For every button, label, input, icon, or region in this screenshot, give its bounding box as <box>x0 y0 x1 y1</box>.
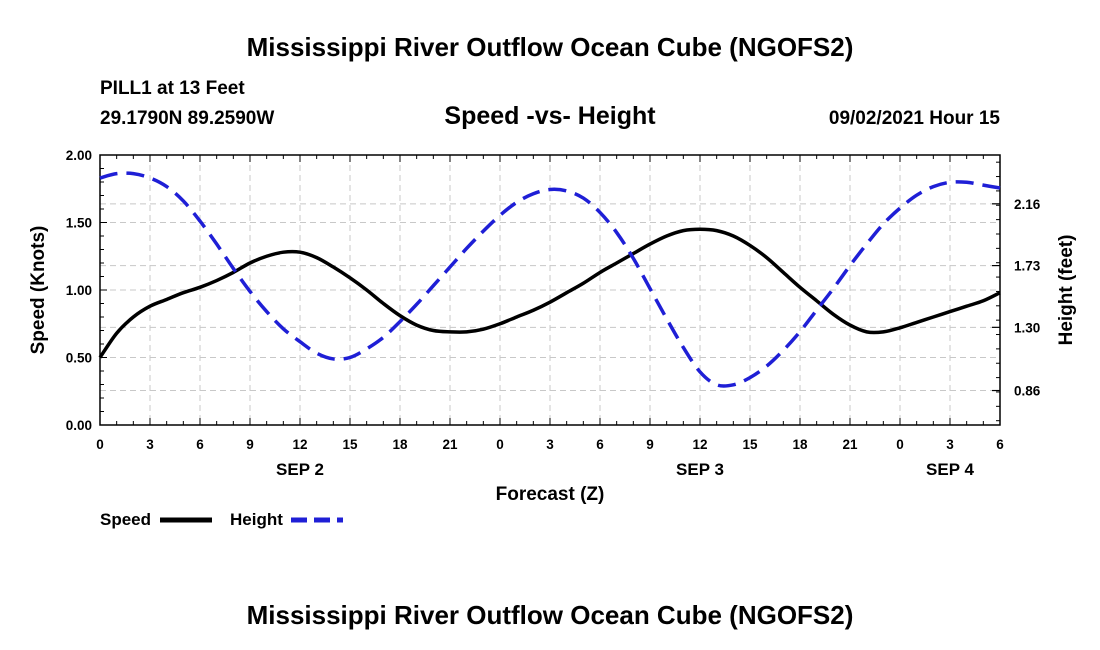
x-axis-title: Forecast (Z) <box>496 484 605 505</box>
x-tick-label: 18 <box>392 437 408 452</box>
x-tick-label: 12 <box>292 437 307 452</box>
x-date-label: SEP 2 <box>276 460 324 479</box>
x-tick-label: 21 <box>442 437 458 452</box>
footer-title: Mississippi River Outflow Ocean Cube (NG… <box>247 600 854 630</box>
legend-speed-label: Speed <box>100 510 151 529</box>
x-tick-label: 3 <box>546 437 554 452</box>
x-tick-label: 0 <box>96 437 104 452</box>
y-tick-label: 1.50 <box>66 216 92 231</box>
page-title: Mississippi River Outflow Ocean Cube (NG… <box>247 32 854 62</box>
legend-height-label: Height <box>230 510 283 529</box>
x-tick-label: 18 <box>792 437 808 452</box>
series-height-line <box>99 171 1001 388</box>
series-speed-line <box>98 227 1001 359</box>
y-tick-label: 2.00 <box>66 148 92 163</box>
series-lines <box>98 171 1001 388</box>
x-tick-label: 3 <box>146 437 154 452</box>
x-tick-label: 15 <box>742 437 758 452</box>
x-tick-label: 6 <box>596 437 604 452</box>
x-tick-label: 21 <box>842 437 858 452</box>
coordinates-label: 29.1790N 89.2590W <box>100 108 274 129</box>
y2-tick-label: 1.30 <box>1014 320 1040 335</box>
x-date-label: SEP 3 <box>676 460 724 479</box>
x-tick-label: 12 <box>692 437 707 452</box>
station-label: PILL1 at 13 Feet <box>100 78 245 99</box>
x-tick-label: 6 <box>996 437 1004 452</box>
y2-tick-label: 2.16 <box>1014 197 1041 212</box>
datetime-label: 09/02/2021 Hour 15 <box>829 108 1001 129</box>
x-tick-label: 6 <box>196 437 204 452</box>
axes-ticks: 0 3 6 9 12 15 18 21 0 3 6 9 12 15 18 21 0 3 6 SEP 2 SEP 3 SEP… <box>66 148 1041 479</box>
y-tick-label: 0.50 <box>66 351 92 366</box>
y-tick-label: 1.00 <box>66 283 92 298</box>
x-tick-label: 3 <box>946 437 954 452</box>
grid <box>99 154 1001 426</box>
chart-title: Speed -vs- Height <box>444 102 656 130</box>
x-tick-label: 9 <box>646 437 654 452</box>
y2-axis-title: Height (feet) <box>1056 235 1077 346</box>
y2-tick-label: 1.73 <box>1014 259 1041 274</box>
y-tick-label: 0.00 <box>66 418 92 433</box>
y2-tick-label: 0.86 <box>1014 384 1041 399</box>
x-tick-label: 9 <box>246 437 254 452</box>
x-tick-label: 0 <box>896 437 904 452</box>
y-axis-title: Speed (Knots) <box>28 226 49 355</box>
x-date-label: SEP 4 <box>926 460 974 479</box>
legend: Speed Height <box>100 510 343 529</box>
x-tick-label: 15 <box>342 437 358 452</box>
x-tick-label: 0 <box>496 437 504 452</box>
